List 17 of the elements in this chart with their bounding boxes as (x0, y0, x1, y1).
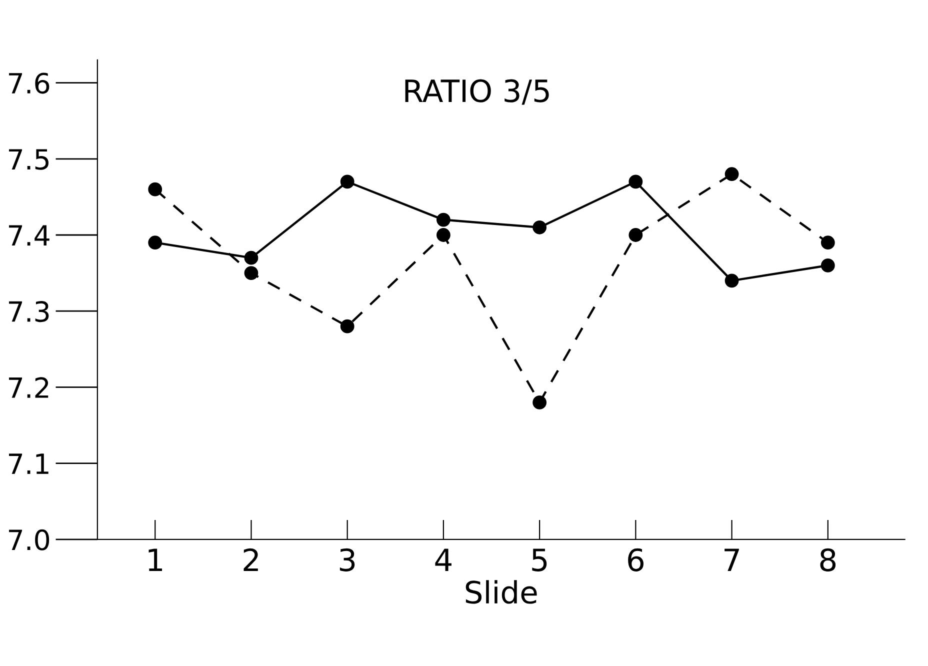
x-tick-label: 8 (820, 548, 836, 572)
y-tick-label: 7.0 (9, 529, 50, 550)
x-tick-label: 1 (148, 548, 162, 572)
y-tick-label: 7.2 (9, 377, 48, 398)
x-tick-label: 3 (340, 548, 355, 572)
x-tick-label: 6 (628, 548, 644, 572)
y-tick-label: 7.1 (9, 454, 48, 474)
x-tick-label: 7 (724, 548, 739, 572)
y-tick-label: 7.5 (9, 149, 48, 170)
x-tick-label: 2 (244, 548, 258, 572)
x-tick-label: 5 (532, 548, 547, 572)
y-tick-label: 7.6 (9, 72, 50, 94)
y-tick-label: 7.3 (9, 301, 49, 322)
text: RATIO 3/5 (405, 79, 549, 105)
x-axis-title: Slide (466, 580, 537, 604)
y-tick-label: 7.4 (9, 225, 50, 246)
x-tick-label: 4 (435, 548, 452, 572)
